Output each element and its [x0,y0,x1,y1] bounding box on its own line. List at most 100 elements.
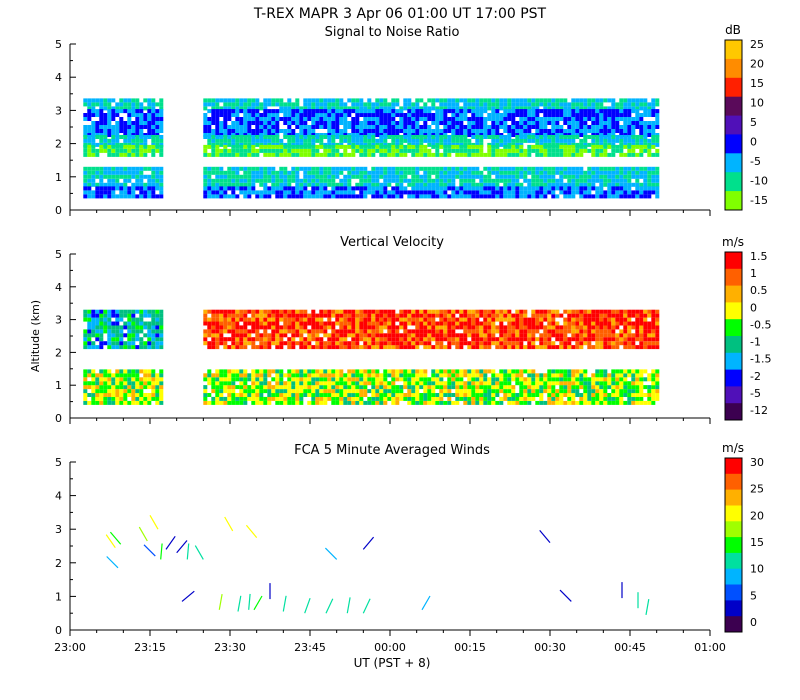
data-cell [87,98,92,103]
data-cell [571,148,576,153]
data-cell [543,125,548,129]
y-tick-label: 1 [55,171,62,184]
data-cell [599,152,604,157]
data-cell [231,377,236,382]
data-cell [139,381,144,386]
data-cell [599,106,604,111]
data-cell [227,178,232,183]
data-cell [383,341,388,346]
data-cell [643,102,648,107]
data-cell [423,345,428,350]
data-cell [547,182,552,187]
data-cell [263,152,268,157]
data-cell [519,113,524,117]
data-cell [135,194,140,199]
data-cell [323,369,328,374]
data-cell [587,109,592,114]
data-cell [475,170,480,175]
data-cell [427,142,432,147]
data-cell [227,125,232,129]
data-cell [431,385,436,390]
data-cell [379,166,384,171]
data-cell [559,325,564,330]
data-cell [543,341,548,346]
data-cell [619,152,624,157]
data-cell [343,144,348,149]
data-cell [455,377,460,382]
data-cell [267,369,272,374]
data-cell [491,182,496,187]
data-cell [463,129,468,133]
data-cell [355,113,360,117]
data-cell [519,138,524,143]
data-cell [115,109,120,114]
data-cell [347,393,352,397]
data-cell [351,400,356,405]
data-cell [339,345,344,350]
data-cell [291,329,296,334]
data-cell [291,178,296,183]
data-cell [463,170,468,175]
data-cell [403,186,408,191]
data-cell [563,194,568,199]
data-cell [127,393,132,397]
data-cell [475,98,480,103]
data-cell [155,186,160,191]
data-cell [619,174,624,179]
data-cell [403,321,408,326]
data-cell [331,135,336,139]
data-cell [387,329,392,334]
data-cell [303,109,308,114]
data-cell [275,337,280,342]
data-cell [159,109,164,114]
data-cell [415,313,420,318]
data-cell [483,345,488,350]
data-cell [623,309,628,314]
data-cell [319,369,324,374]
data-cell [635,166,640,171]
data-cell [383,389,388,394]
data-cell [463,106,468,111]
data-cell [447,129,452,133]
data-cell [487,321,492,326]
data-cell [603,178,608,183]
data-cell [315,148,320,153]
data-cell [639,148,644,153]
data-cell [479,129,484,133]
data-cell [539,148,544,153]
data-cell [407,313,412,318]
data-cell [387,393,392,397]
data-cell [599,341,604,346]
colorbar-label: -5 [750,155,761,168]
data-cell [571,135,576,139]
data-cell [419,329,424,334]
data-cell [247,317,252,322]
data-cell [147,194,152,199]
data-cell [239,341,244,346]
data-cell [263,125,268,129]
data-cell [527,121,532,125]
data-cell [615,178,620,183]
data-cell [551,341,556,346]
data-cell [227,135,232,139]
data-cell [275,109,280,114]
data-cell [235,369,240,374]
data-cell [355,341,360,346]
data-cell [351,393,356,397]
data-cell [547,329,552,334]
data-cell [135,396,140,401]
data-cell [87,325,92,330]
data-cell [347,170,352,175]
data-cell [619,113,624,117]
data-cell [591,135,596,139]
data-cell [495,182,500,187]
data-cell [215,321,220,326]
data-cell [491,341,496,346]
data-cell [451,309,456,314]
data-cell [415,121,420,125]
data-cell [487,113,492,117]
data-cell [99,113,104,117]
data-cell [371,385,376,390]
data-cell [263,182,268,187]
data-cell [527,317,532,322]
